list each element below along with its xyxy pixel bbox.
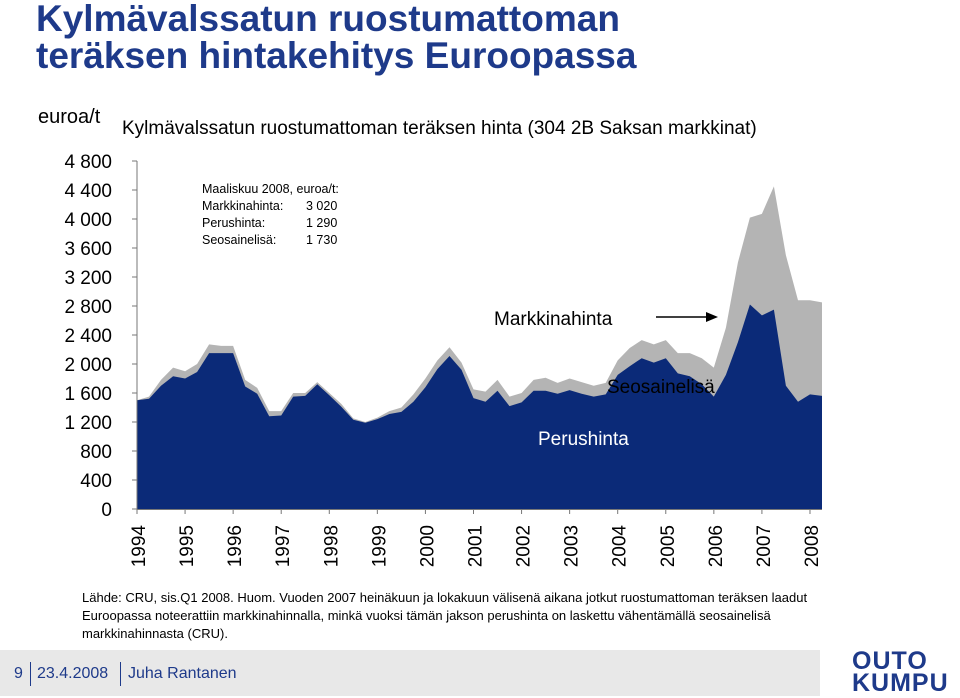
x-tick-label: 1997 xyxy=(273,525,294,567)
march-2008-note: Maaliskuu 2008, euroa/t: Markkinahinta: 3… xyxy=(202,181,339,249)
y-tick-label: 1 600 xyxy=(64,384,112,405)
logo-line2: KUMPU xyxy=(852,669,949,697)
footer-author: Juha Rantanen xyxy=(128,665,237,682)
x-tick-label: 1994 xyxy=(129,525,150,568)
x-tick-label: 1998 xyxy=(321,525,342,567)
y-tick-label: 2 400 xyxy=(64,326,112,347)
label-seosainelisa: Seosainelisä xyxy=(607,377,715,398)
y-tick-label: 2 800 xyxy=(64,297,112,318)
x-axis: 1994 1995 1996 1997 1998 1999 2000 2001 2002 2003… xyxy=(129,509,823,567)
label-markkinahinta: Markkinahinta xyxy=(494,309,613,330)
y-tick-label: 2 000 xyxy=(64,355,112,376)
footer-bar: 9 23.4.2008 Juha Rantanen xyxy=(0,650,820,696)
page-title-line1: Kylmävalssatun ruostumattoman xyxy=(36,0,620,39)
note-row-base: Perushinta: 1 290 xyxy=(202,216,338,230)
x-tick-label: 2001 xyxy=(465,525,486,567)
x-tick-label: 1999 xyxy=(369,525,390,567)
logo-line1: OUTO xyxy=(852,647,928,675)
page-title-line2: teräksen hintakehitys Euroopassa xyxy=(36,35,637,76)
y-tick-label: 1 200 xyxy=(64,413,112,434)
y-tick-label: 3 600 xyxy=(64,239,112,260)
outokumpu-logo: OUTO KUMPU xyxy=(852,647,956,697)
chart-title: Kylmävalssatun ruostumattoman teräksen h… xyxy=(122,118,757,139)
y-tick-label: 4 000 xyxy=(64,210,112,231)
x-tick-label: 1995 xyxy=(177,525,198,567)
y-tick-label: 4 400 xyxy=(64,181,112,202)
x-tick-label: 2004 xyxy=(610,525,631,568)
x-tick-label: 2000 xyxy=(417,525,438,567)
x-tick-label: 1996 xyxy=(225,525,246,567)
footer-date: 23.4.2008 xyxy=(37,665,109,682)
y-axis-unit: euroa/t xyxy=(38,106,101,128)
x-tick-label: 2002 xyxy=(514,525,535,567)
y-axis: 4 800 4 400 4 000 3 600 3 200 2 800 2 400 2 000… xyxy=(64,152,138,521)
base-price-area xyxy=(137,304,822,509)
note-row-alloy: Seosainelisä: 1 730 xyxy=(202,233,338,247)
page-number: 9 xyxy=(14,665,23,682)
note-heading: Maaliskuu 2008, euroa/t: xyxy=(202,182,339,196)
x-tick-label: 2005 xyxy=(658,525,679,567)
page-title: Kylmävalssatun ruostumattoman teräksen h… xyxy=(36,0,936,74)
y-tick-label: 3 200 xyxy=(64,268,112,289)
x-tick-label: 2006 xyxy=(706,525,727,567)
footer-divider xyxy=(120,662,121,686)
y-tick-label: 0 xyxy=(101,500,112,521)
x-tick-label: 2007 xyxy=(754,525,775,567)
x-tick-label: 2008 xyxy=(802,525,823,567)
footer-divider xyxy=(30,662,31,686)
y-tick-label: 400 xyxy=(80,471,112,492)
x-tick-label: 2003 xyxy=(562,525,583,567)
y-tick-label: 4 800 xyxy=(64,152,112,173)
note-row-market: Markkinahinta: 3 020 xyxy=(202,199,338,213)
arrow-head-icon xyxy=(706,312,718,322)
source-note: Lähde: CRU, sis.Q1 2008. Huom. Vuoden 20… xyxy=(82,590,808,641)
label-perushinta: Perushinta xyxy=(538,429,629,450)
y-tick-label: 800 xyxy=(80,442,112,463)
